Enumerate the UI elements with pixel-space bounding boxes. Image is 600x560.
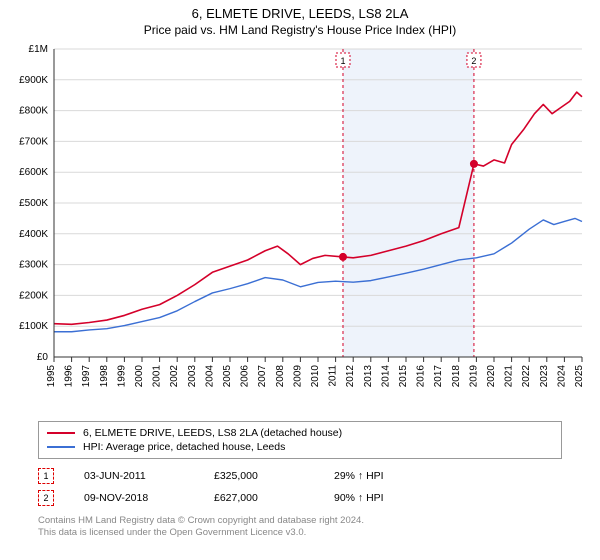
svg-text:2013: 2013 (363, 365, 374, 388)
svg-text:2024: 2024 (556, 365, 567, 388)
svg-text:2018: 2018 (451, 365, 462, 388)
svg-text:£400K: £400K (19, 229, 48, 240)
svg-text:2000: 2000 (134, 365, 145, 388)
svg-text:2002: 2002 (169, 365, 180, 388)
svg-text:2017: 2017 (433, 365, 444, 388)
svg-text:2009: 2009 (292, 365, 303, 388)
svg-text:2: 2 (471, 56, 476, 66)
svg-text:1999: 1999 (116, 365, 127, 388)
legend-label: 6, ELMETE DRIVE, LEEDS, LS8 2LA (detache… (83, 427, 342, 439)
svg-text:£600K: £600K (19, 167, 48, 178)
svg-text:£700K: £700K (19, 136, 48, 147)
svg-text:2014: 2014 (380, 365, 391, 388)
svg-text:2012: 2012 (345, 365, 356, 388)
legend-label: HPI: Average price, detached house, Leed… (83, 441, 285, 453)
sale-table: 1 03-JUN-2011 £325,000 29% ↑ HPI 2 09-NO… (38, 465, 562, 509)
svg-text:2011: 2011 (328, 365, 339, 387)
svg-text:£1M: £1M (29, 44, 48, 55)
svg-text:£0: £0 (37, 352, 49, 363)
sale-marker-icon: 2 (38, 490, 54, 506)
sale-date: 09-NOV-2018 (84, 492, 184, 504)
page-root: 6, ELMETE DRIVE, LEEDS, LS8 2LA Price pa… (0, 0, 600, 540)
title-subtitle: Price paid vs. HM Land Registry's House … (0, 23, 600, 37)
svg-text:£300K: £300K (19, 260, 48, 271)
legend-row: HPI: Average price, detached house, Leed… (47, 440, 553, 454)
legend-swatch (47, 446, 75, 448)
svg-text:1997: 1997 (81, 365, 92, 388)
svg-text:2016: 2016 (416, 365, 427, 388)
svg-text:2015: 2015 (398, 365, 409, 388)
svg-text:2021: 2021 (504, 365, 515, 388)
sale-price: £325,000 (214, 470, 304, 482)
footer-line: Contains HM Land Registry data © Crown c… (38, 515, 562, 527)
svg-text:£100K: £100K (19, 321, 48, 332)
svg-text:2003: 2003 (187, 365, 198, 388)
legend-swatch (47, 432, 75, 434)
svg-text:2022: 2022 (521, 365, 532, 388)
sale-row: 1 03-JUN-2011 £325,000 29% ↑ HPI (38, 465, 562, 487)
svg-text:£200K: £200K (19, 290, 48, 301)
sale-hpi: 90% ↑ HPI (334, 492, 424, 504)
chart-svg: £0 £100K £200K £300K £400K £500K £600K £700K £80… (0, 37, 600, 417)
svg-text:£500K: £500K (19, 198, 48, 209)
footer-attribution: Contains HM Land Registry data © Crown c… (38, 515, 562, 540)
title-address: 6, ELMETE DRIVE, LEEDS, LS8 2LA (0, 6, 600, 21)
legend-box: 6, ELMETE DRIVE, LEEDS, LS8 2LA (detache… (38, 421, 562, 459)
sale-row: 2 09-NOV-2018 £627,000 90% ↑ HPI (38, 487, 562, 509)
chart-area: £0 £100K £200K £300K £400K £500K £600K £700K £80… (0, 37, 600, 417)
title-block: 6, ELMETE DRIVE, LEEDS, LS8 2LA Price pa… (0, 0, 600, 37)
svg-text:1998: 1998 (99, 365, 110, 388)
svg-text:2020: 2020 (486, 365, 497, 388)
sale-price: £627,000 (214, 492, 304, 504)
svg-text:2023: 2023 (539, 365, 550, 388)
svg-text:2005: 2005 (222, 365, 233, 388)
sale-marker-icon: 1 (38, 468, 54, 484)
svg-text:2025: 2025 (574, 365, 585, 388)
footer-line: This data is licensed under the Open Gov… (38, 527, 562, 539)
svg-text:1996: 1996 (64, 365, 75, 388)
svg-text:2004: 2004 (204, 365, 215, 388)
svg-text:2019: 2019 (468, 365, 479, 388)
svg-text:2001: 2001 (152, 365, 163, 388)
svg-text:2010: 2010 (310, 365, 321, 388)
svg-text:£900K: £900K (19, 75, 48, 86)
svg-text:2008: 2008 (275, 365, 286, 388)
legend-row: 6, ELMETE DRIVE, LEEDS, LS8 2LA (detache… (47, 426, 553, 440)
svg-text:2006: 2006 (240, 365, 251, 388)
svg-text:2007: 2007 (257, 365, 268, 388)
svg-text:1: 1 (340, 56, 345, 66)
svg-text:£800K: £800K (19, 106, 48, 117)
sale-date: 03-JUN-2011 (84, 470, 184, 482)
svg-text:1995: 1995 (46, 365, 57, 388)
sale-hpi: 29% ↑ HPI (334, 470, 424, 482)
